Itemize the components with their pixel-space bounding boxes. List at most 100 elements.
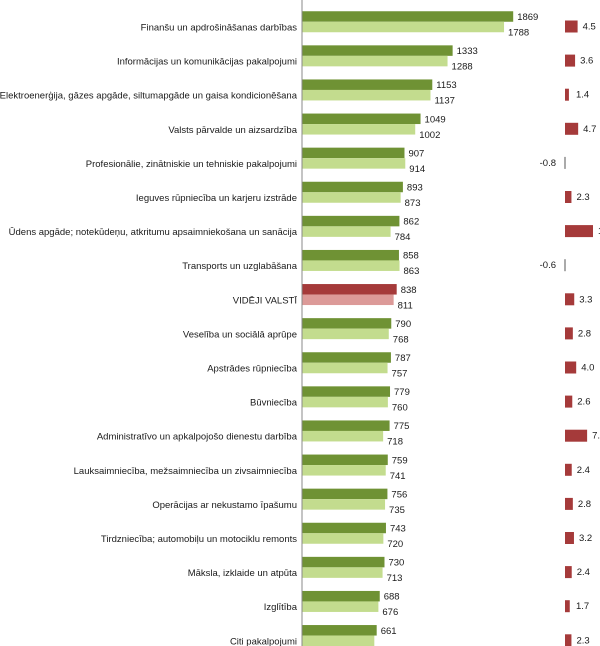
bar-current-value: 759 bbox=[392, 455, 408, 466]
change-bar bbox=[565, 600, 570, 613]
change-bar bbox=[565, 225, 593, 238]
change-bar bbox=[565, 327, 573, 340]
change-bar bbox=[565, 361, 577, 374]
change-bars: 4.5 3.6 1.4 4.7 -0.8 2.3 10.0 -0.6 3.3 2.8 4.0 2.6 7… bbox=[540, 20, 600, 646]
change-value: 1.7 bbox=[576, 601, 589, 612]
bar-previous bbox=[302, 499, 386, 510]
bar-previous-value: 863 bbox=[404, 266, 420, 277]
bar-previous-value: 720 bbox=[387, 539, 403, 550]
change-bar bbox=[565, 88, 569, 101]
change-value: 2.4 bbox=[577, 465, 590, 476]
bar-previous bbox=[302, 533, 384, 544]
bar-current-value: 838 bbox=[401, 285, 417, 296]
bar-current bbox=[302, 79, 433, 90]
bar-previous-value: 735 bbox=[389, 505, 405, 516]
bar-current bbox=[302, 284, 397, 295]
bar-current bbox=[302, 352, 391, 363]
bar-previous bbox=[302, 260, 400, 271]
category-label: Informācijas un komunikācijas pakalpojum… bbox=[117, 57, 297, 68]
bar-previous bbox=[302, 601, 379, 612]
bar-current bbox=[302, 11, 514, 22]
bar-previous bbox=[302, 567, 383, 578]
bar-previous bbox=[302, 21, 505, 33]
bar-current bbox=[302, 318, 392, 329]
change-value: 2.4 bbox=[577, 567, 590, 578]
change-value: 1.4 bbox=[576, 90, 589, 101]
bar-current-value: 907 bbox=[408, 148, 424, 159]
category-label: Valsts pārvalde un aizsardzība bbox=[168, 125, 297, 136]
bar-previous bbox=[302, 89, 431, 101]
bar-previous-value: 1288 bbox=[452, 62, 473, 73]
change-bar bbox=[564, 259, 566, 272]
change-value: 2.6 bbox=[577, 397, 590, 408]
bar-current bbox=[302, 590, 380, 602]
bar-current-value: 730 bbox=[388, 558, 404, 569]
change-value: -0.8 bbox=[540, 158, 556, 169]
bar-current bbox=[302, 113, 421, 125]
bar-current-value: 1049 bbox=[425, 114, 446, 125]
change-bar bbox=[565, 20, 578, 33]
bar-current bbox=[302, 625, 377, 636]
bar-previous bbox=[302, 158, 406, 169]
bar-previous-value: 784 bbox=[395, 232, 411, 243]
category-label: Finanšu un apdrošināšanas darbības bbox=[141, 23, 298, 34]
change-value: 2.8 bbox=[578, 328, 591, 339]
change-bar bbox=[564, 156, 566, 169]
bar-current bbox=[302, 386, 391, 397]
change-bar bbox=[565, 395, 573, 408]
bar-previous-value: 811 bbox=[398, 300, 413, 311]
bar-current bbox=[302, 215, 400, 227]
bar-previous bbox=[302, 192, 401, 203]
bar-current-value: 743 bbox=[390, 524, 406, 535]
category-label: Būvniecība bbox=[250, 398, 298, 409]
bar-previous bbox=[302, 635, 375, 646]
bar-previous-value: 741 bbox=[390, 471, 406, 482]
bar-current-value: 688 bbox=[384, 592, 400, 603]
bar-previous-value: 914 bbox=[409, 164, 425, 175]
category-label: Veselība un sociālā aprūpe bbox=[183, 329, 297, 340]
change-bar bbox=[565, 429, 588, 442]
change-bar bbox=[565, 532, 574, 544]
bar-current-value: 787 bbox=[395, 353, 411, 364]
change-bar bbox=[565, 54, 576, 67]
change-value: 3.2 bbox=[579, 533, 592, 544]
bar-current-value: 1333 bbox=[457, 46, 478, 57]
change-bar bbox=[565, 122, 579, 135]
bar-current bbox=[302, 45, 453, 56]
bar-previous bbox=[302, 328, 389, 340]
change-value: 7.9 bbox=[592, 431, 600, 442]
bar-previous bbox=[302, 226, 391, 237]
bar-previous-value: 676 bbox=[382, 607, 398, 618]
bar-current bbox=[302, 488, 388, 500]
change-value: 4.5 bbox=[583, 22, 596, 33]
bar-previous-value: 760 bbox=[392, 403, 408, 414]
change-value: 2.8 bbox=[578, 499, 591, 510]
bar-previous bbox=[302, 396, 388, 408]
bar-current-value: 1153 bbox=[436, 80, 456, 91]
change-value: -0.6 bbox=[540, 260, 556, 271]
bar-current bbox=[302, 147, 405, 159]
bar-current-value: 858 bbox=[403, 251, 419, 262]
category-label: Profesionālie, zinātniskie un tehniskie … bbox=[86, 159, 297, 170]
category-label: Apstrādes rūpniecība bbox=[207, 364, 297, 375]
bar-previous bbox=[302, 124, 416, 135]
bar-current-value: 779 bbox=[394, 387, 410, 398]
change-bar bbox=[565, 634, 572, 646]
bar-current-value: 862 bbox=[403, 217, 419, 228]
bar-previous-value: 718 bbox=[387, 437, 403, 448]
bar-current bbox=[302, 454, 388, 466]
bar-previous bbox=[302, 465, 386, 476]
bar-current-value: 661 bbox=[381, 626, 397, 637]
bar-current-value: 756 bbox=[391, 489, 407, 500]
change-value: 3.6 bbox=[580, 56, 593, 67]
bar-series: 1869 1788 1333 1288 1153 1137 1049 1002 907 914 89… bbox=[302, 11, 538, 646]
category-label: Tirdzniecība; automobiļu un motociklu re… bbox=[101, 534, 297, 545]
bar-previous-value: 1137 bbox=[434, 96, 454, 107]
category-label: Ieguves rūpniecība un karjeru izstrāde bbox=[136, 193, 297, 204]
bar-previous-value: 768 bbox=[393, 334, 409, 345]
bar-current bbox=[302, 556, 385, 568]
change-value: 4.7 bbox=[583, 124, 596, 135]
bar-current-value: 775 bbox=[394, 421, 410, 432]
category-labels: Finanšu un apdrošināšanas darbības Inform… bbox=[0, 23, 298, 646]
bar-previous-value: 713 bbox=[387, 573, 403, 584]
